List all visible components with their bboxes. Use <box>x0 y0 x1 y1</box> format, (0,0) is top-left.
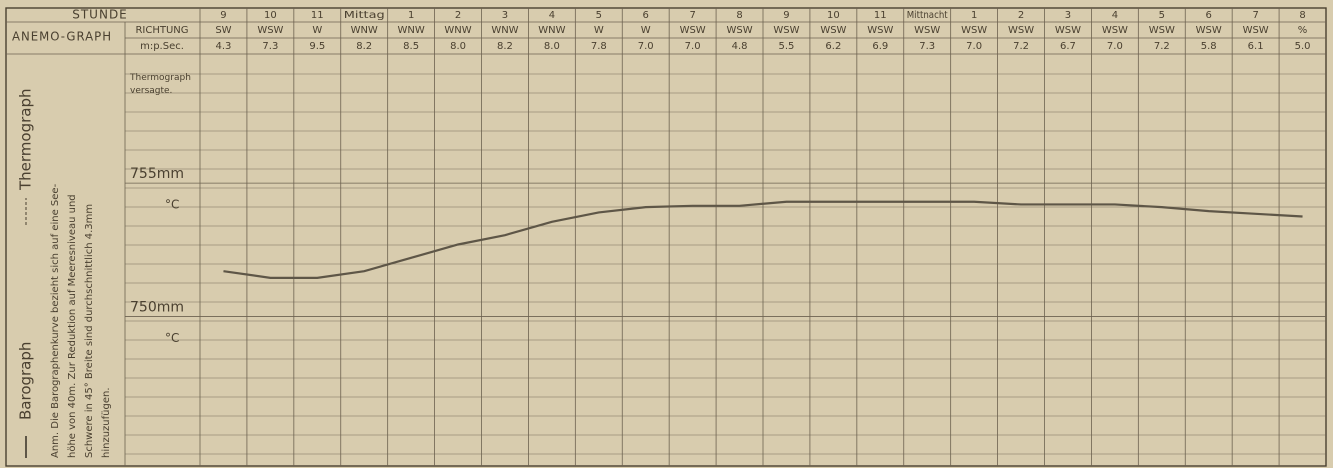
hour: 2 <box>1018 10 1024 21</box>
note-line: Schwere in 45° Breite sind durchschnittl… <box>84 204 95 458</box>
hour: 8 <box>1299 10 1305 21</box>
direction: WSW <box>1196 25 1222 36</box>
hour: 11 <box>311 10 324 21</box>
hour-label: STUNDE <box>72 8 128 22</box>
speed: 7.8 <box>591 41 607 52</box>
speed: 6.9 <box>872 41 888 52</box>
legend-entry: Barograph <box>17 342 35 420</box>
direction: WSW <box>1243 25 1269 36</box>
speed: 6.7 <box>1060 41 1076 52</box>
speed: 7.0 <box>1107 41 1123 52</box>
y-tick-label: 755mm <box>130 166 184 182</box>
speed: 7.0 <box>638 41 654 52</box>
legend-entry: Thermograph <box>17 89 35 192</box>
speed: 6.2 <box>825 41 841 52</box>
direction: SW <box>215 25 231 36</box>
speed: 7.2 <box>1013 41 1029 52</box>
annotation: °C <box>165 198 179 212</box>
direction: WNW <box>397 25 424 36</box>
direction: WNW <box>444 25 471 36</box>
direction-label: RICHTUNG <box>135 25 188 36</box>
speed: 4.8 <box>732 41 748 52</box>
speed: 9.5 <box>309 41 325 52</box>
direction: WNW <box>351 25 378 36</box>
speed: 5.5 <box>779 41 795 52</box>
barograph-line <box>223 200 1303 279</box>
note-line: Anm. Die Barographenkurve bezieht sich a… <box>50 183 61 458</box>
direction: WSW <box>1102 25 1128 36</box>
hour: Mittnacht <box>907 10 948 21</box>
speed: 7.0 <box>685 41 701 52</box>
hour: 5 <box>596 10 602 21</box>
hour: 5 <box>1159 10 1165 21</box>
hour: 1 <box>971 10 977 21</box>
speed: 5.0 <box>1295 41 1311 52</box>
speed: 7.3 <box>919 41 935 52</box>
direction: WSW <box>680 25 706 36</box>
direction: W <box>641 25 651 36</box>
speed: 8.0 <box>450 41 466 52</box>
speed: 8.2 <box>356 41 372 52</box>
frame <box>5 7 1327 467</box>
direction: WNW <box>538 25 565 36</box>
direction: WSW <box>961 25 987 36</box>
speed: 6.1 <box>1248 41 1264 52</box>
hour: 6 <box>643 10 649 21</box>
hour: 9 <box>220 10 226 21</box>
direction: WSW <box>867 25 893 36</box>
note-line: höhe von 40m. Zur Reduktion auf Meeresni… <box>67 194 78 458</box>
speed: 8.5 <box>403 41 419 52</box>
direction: WSW <box>773 25 799 36</box>
hour: 10 <box>827 10 840 21</box>
annotation: Thermograph versagte. <box>129 73 191 96</box>
direction: WSW <box>257 25 283 36</box>
hour: 3 <box>1065 10 1071 21</box>
hour: 3 <box>502 10 508 21</box>
hour: 4 <box>549 10 555 21</box>
hour: 6 <box>1206 10 1212 21</box>
direction: % <box>1298 25 1308 36</box>
y-tick-label: 750mm <box>130 300 184 316</box>
annotation: °C <box>165 331 179 345</box>
anemograph-label: ANEMO-GRAPH <box>12 30 112 44</box>
speed: 7.0 <box>966 41 982 52</box>
direction: W <box>312 25 322 36</box>
note-line: hinzuzufügen. <box>101 387 112 458</box>
direction: W <box>594 25 604 36</box>
hour: 8 <box>736 10 742 21</box>
hour: 4 <box>1112 10 1118 21</box>
speed: 7.3 <box>262 41 278 52</box>
hour: 9 <box>783 10 789 21</box>
direction: WSW <box>726 25 752 36</box>
direction: WSW <box>914 25 940 36</box>
speed: 8.2 <box>497 41 513 52</box>
direction: WSW <box>1149 25 1175 36</box>
hour: 11 <box>874 10 887 21</box>
direction: WSW <box>820 25 846 36</box>
speed: 4.3 <box>216 41 232 52</box>
hour: 7 <box>1252 10 1258 21</box>
direction: WSW <box>1055 25 1081 36</box>
speed: 7.2 <box>1154 41 1170 52</box>
hour: 2 <box>455 10 461 21</box>
speed: 5.8 <box>1201 41 1217 52</box>
hour: 10 <box>264 10 277 21</box>
hour: Mittag <box>344 10 385 21</box>
speed: 8.0 <box>544 41 560 52</box>
direction: WSW <box>1008 25 1034 36</box>
direction: WNW <box>491 25 518 36</box>
hour: 7 <box>689 10 695 21</box>
hour: 1 <box>408 10 414 21</box>
speed-label: m:p.Sec. <box>140 41 184 52</box>
